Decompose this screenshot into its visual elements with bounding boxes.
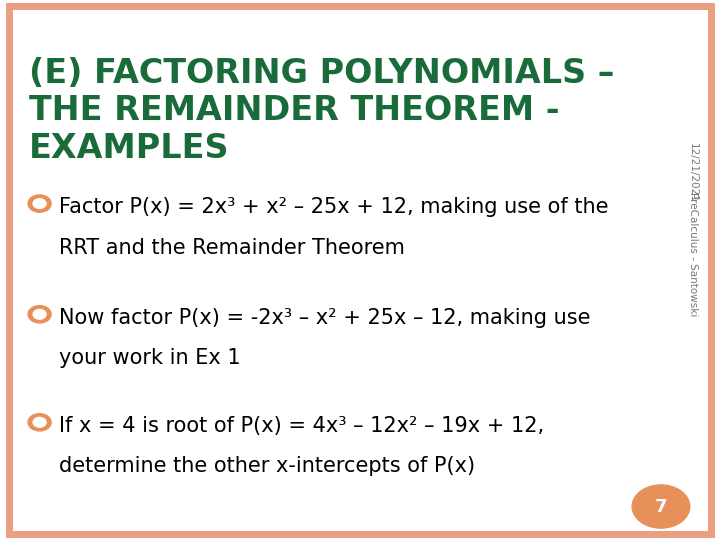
- Text: If x = 4 is root of P(x) = 4x³ – 12x² – 19x + 12,: If x = 4 is root of P(x) = 4x³ – 12x² – …: [59, 416, 544, 436]
- Text: Factor P(x) = 2x³ + x² – 25x + 12, making use of the: Factor P(x) = 2x³ + x² – 25x + 12, makin…: [59, 197, 608, 217]
- Text: EXAMPLES: EXAMPLES: [29, 132, 229, 165]
- Text: PreCalculus - Santowski: PreCalculus - Santowski: [688, 192, 698, 316]
- Text: 7: 7: [654, 497, 667, 516]
- Text: (E) FACTORING POLYNOMIALS –: (E) FACTORING POLYNOMIALS –: [29, 57, 614, 90]
- Text: your work in Ex 1: your work in Ex 1: [59, 348, 240, 368]
- Text: RRT and the Remainder Theorem: RRT and the Remainder Theorem: [59, 238, 405, 258]
- Text: determine the other x-intercepts of P(x): determine the other x-intercepts of P(x): [59, 456, 475, 476]
- Text: Now factor P(x) = -2x³ – x² + 25x – 12, making use: Now factor P(x) = -2x³ – x² + 25x – 12, …: [59, 308, 590, 328]
- Text: 12/21/2021: 12/21/2021: [688, 143, 698, 202]
- Text: THE REMAINDER THEOREM -: THE REMAINDER THEOREM -: [29, 94, 559, 127]
